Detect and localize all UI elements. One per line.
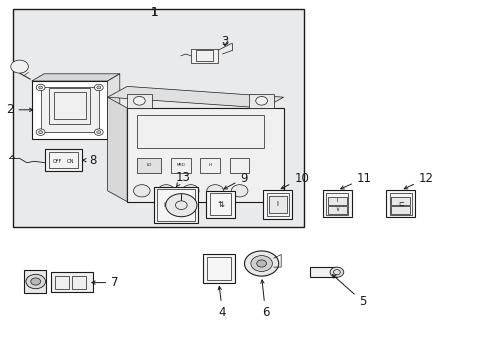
Bar [24, 270, 46, 293]
Circle shape [231, 185, 247, 197]
Text: 13: 13 [176, 171, 190, 186]
Circle shape [158, 185, 174, 197]
Text: 1: 1 [150, 6, 158, 19]
Text: OFF: OFF [53, 159, 62, 164]
Bar [325, 193, 347, 215]
Polygon shape [32, 74, 120, 81]
Circle shape [165, 194, 197, 217]
Circle shape [36, 84, 45, 91]
Bar [327, 206, 346, 214]
Circle shape [36, 129, 45, 135]
Text: 8: 8 [82, 154, 97, 167]
Text: 1: 1 [150, 6, 158, 19]
Text: 9: 9 [224, 172, 247, 189]
Bar [195, 50, 212, 61]
Circle shape [26, 274, 45, 289]
Bar [55, 276, 69, 289]
Text: HI: HI [208, 163, 212, 167]
Circle shape [250, 256, 272, 271]
Circle shape [94, 129, 103, 135]
Bar [390, 197, 409, 205]
Circle shape [329, 267, 343, 277]
Bar [127, 94, 151, 108]
Polygon shape [107, 86, 283, 108]
Bar [206, 191, 234, 218]
Text: I: I [336, 198, 337, 203]
Bar [157, 189, 195, 221]
Bar [386, 190, 414, 217]
Text: LO: LO [146, 163, 151, 167]
Bar [266, 193, 288, 216]
Text: ∨: ∨ [334, 207, 339, 212]
Bar [171, 158, 190, 173]
Bar [252, 261, 270, 266]
Circle shape [256, 260, 266, 267]
Bar [268, 196, 286, 213]
Circle shape [97, 131, 101, 134]
Bar [229, 158, 249, 173]
Bar [137, 158, 161, 173]
Bar [127, 108, 283, 202]
Text: MED: MED [176, 163, 185, 167]
Bar [41, 87, 99, 132]
Bar [54, 92, 85, 119]
Bar [263, 190, 292, 219]
Text: 7: 7 [92, 276, 119, 289]
Bar [49, 88, 90, 124]
Circle shape [94, 84, 103, 91]
Circle shape [97, 86, 101, 89]
Text: 2: 2 [6, 103, 33, 116]
Bar [32, 81, 107, 139]
Circle shape [31, 278, 41, 285]
Text: 10: 10 [281, 172, 308, 189]
Circle shape [133, 185, 150, 197]
Bar [51, 272, 93, 292]
Text: 12: 12 [404, 172, 433, 189]
Text: 11: 11 [340, 172, 371, 189]
Text: I: I [163, 202, 165, 208]
Text: I: I [276, 202, 278, 207]
Circle shape [244, 251, 278, 276]
Circle shape [39, 86, 42, 89]
Bar [13, 9, 304, 227]
Bar [389, 193, 411, 215]
Bar [390, 206, 409, 214]
Bar [209, 193, 231, 215]
Text: ⊏: ⊏ [397, 201, 403, 207]
Bar [309, 267, 336, 277]
Circle shape [133, 96, 145, 105]
Bar [203, 254, 234, 283]
Circle shape [182, 185, 199, 197]
Bar [327, 197, 346, 205]
Bar [72, 276, 86, 289]
Text: ⇅: ⇅ [217, 200, 224, 209]
Circle shape [206, 185, 223, 197]
Text: 3: 3 [221, 35, 228, 48]
Bar [249, 94, 273, 108]
Text: 5: 5 [332, 275, 366, 308]
Circle shape [255, 96, 267, 105]
Circle shape [39, 131, 42, 134]
Bar [154, 187, 198, 223]
Bar [190, 49, 217, 63]
Bar [45, 149, 81, 171]
Bar [137, 115, 264, 148]
Bar [49, 152, 78, 168]
Text: 6: 6 [260, 280, 269, 319]
Bar [322, 190, 351, 217]
Circle shape [11, 60, 28, 73]
Polygon shape [107, 97, 127, 202]
Text: 4: 4 [218, 287, 226, 319]
Bar [206, 257, 230, 280]
Polygon shape [107, 74, 120, 139]
Text: ON: ON [67, 159, 74, 164]
Bar [200, 158, 220, 173]
